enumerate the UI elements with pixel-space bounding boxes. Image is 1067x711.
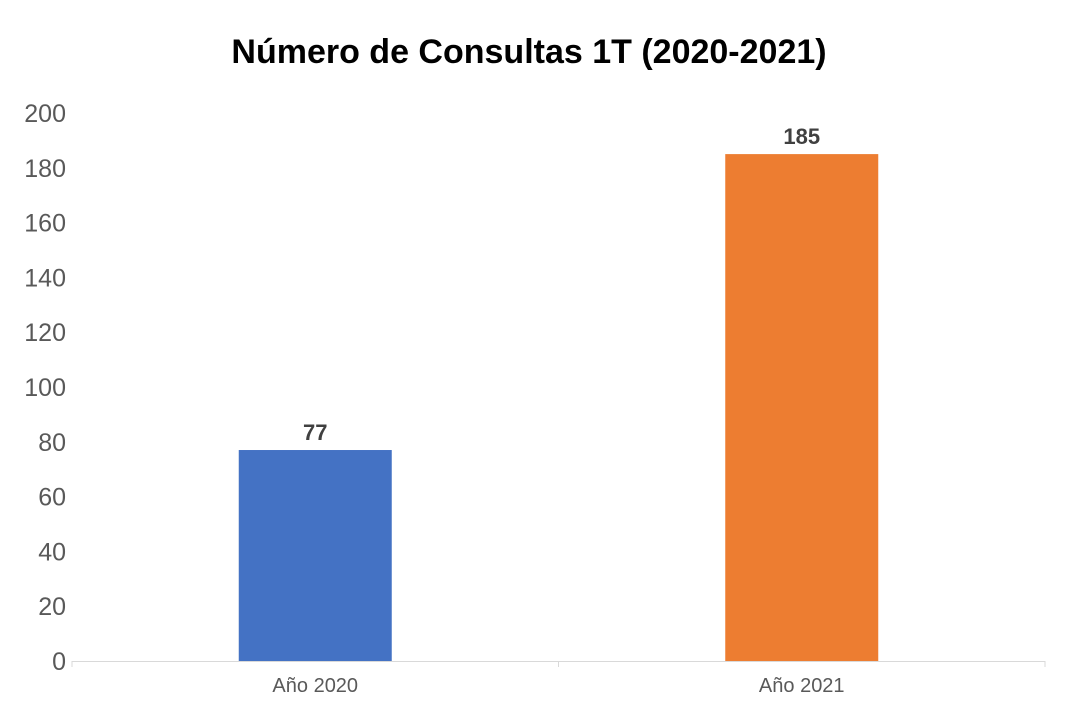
x-axis: Año 2020 Año 2021 — [71, 661, 1046, 697]
y-tick-label: 80 — [38, 429, 66, 457]
y-axis: 0 20 40 60 80 100 120 140 160 180 200 — [24, 100, 66, 676]
y-tick-label: 140 — [24, 264, 66, 292]
x-tick-label: Año 2020 — [272, 675, 358, 697]
y-tick-label: 120 — [24, 319, 66, 347]
y-tick-label: 180 — [24, 155, 66, 183]
data-labels: 77 185 — [303, 124, 820, 445]
y-tick-label: 160 — [24, 210, 66, 238]
y-tick-label: 100 — [24, 374, 66, 402]
bar-2 — [725, 154, 879, 661]
x-tick-label: Año 2021 — [759, 675, 845, 697]
data-label: 77 — [303, 420, 327, 445]
y-tick-label: 60 — [38, 484, 66, 512]
y-tick-label: 0 — [52, 648, 66, 676]
y-tick-label: 20 — [38, 593, 66, 621]
y-tick-label: 200 — [24, 100, 66, 128]
chart-title: Número de Consultas 1T (2020-2021) — [231, 33, 826, 71]
data-label: 185 — [783, 124, 820, 149]
y-tick-label: 40 — [38, 538, 66, 566]
bar-1 — [238, 450, 392, 661]
bars — [238, 154, 879, 661]
